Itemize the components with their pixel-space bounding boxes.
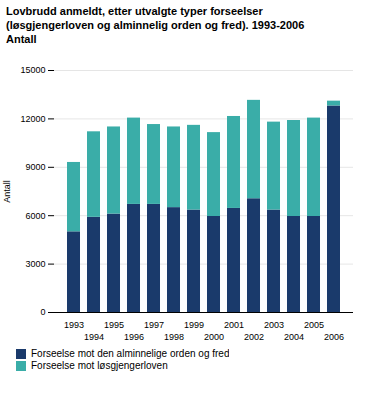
svg-text:1999: 1999 [184,320,204,330]
svg-text:2002: 2002 [244,332,264,342]
svg-text:1993: 1993 [64,320,84,330]
svg-text:2006: 2006 [324,332,344,342]
html-text:(løsgjengerloven og alminnelig: (løsgjengerloven og alminnelig orden og … [6,19,305,31]
html-text:Forseelse mot den alminnelige: Forseelse mot den alminnelige orden og f… [31,348,230,359]
html-text:Lovbrudd anmeldt, etter utvalg: Lovbrudd anmeldt, etter utvalgte typer f… [6,5,263,17]
svg-text:1994: 1994 [84,332,104,342]
svg-text:2000: 2000 [204,332,224,342]
svg-text:3000: 3000 [25,259,45,269]
html-text:Forseelse mot løsgjengerloven: Forseelse mot løsgjengerloven [31,360,168,371]
svg-text:6000: 6000 [25,211,45,221]
svg-text:2001: 2001 [224,320,244,330]
html-text:Antall: Antall [6,33,37,45]
svg-text:1996: 1996 [124,332,144,342]
svg-text:2003: 2003 [264,320,284,330]
svg-text:Antall: Antall [2,180,12,203]
svg-text:1998: 1998 [164,332,184,342]
svg-text:15000: 15000 [20,65,45,75]
svg-text:2005: 2005 [304,320,324,330]
svg-text:12000: 12000 [20,114,45,124]
svg-text:9000: 9000 [25,162,45,172]
svg-text:1995: 1995 [104,320,124,330]
svg-text:1997: 1997 [144,320,164,330]
svg-text:2004: 2004 [284,332,304,342]
svg-text:0: 0 [40,307,45,317]
